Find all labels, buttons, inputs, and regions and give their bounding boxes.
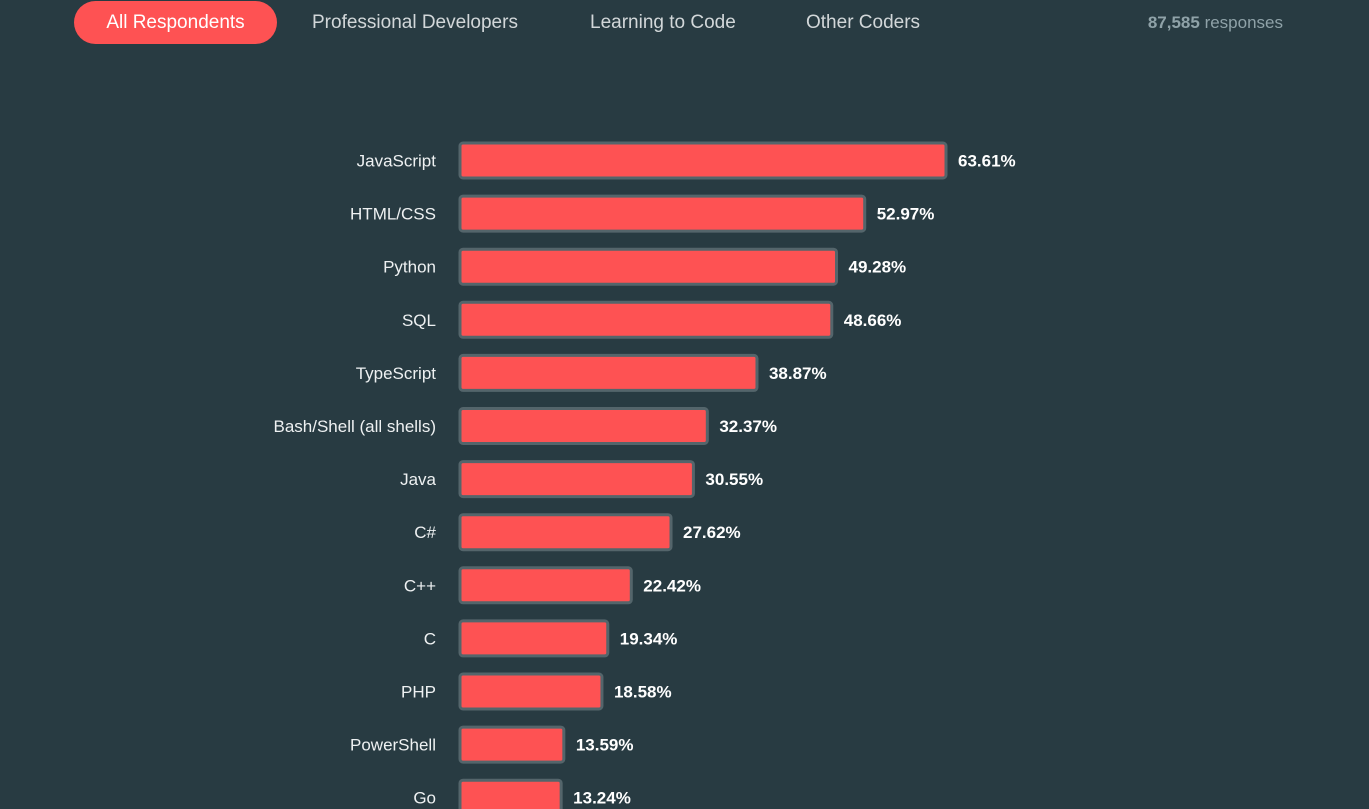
bar-bash-shell-all-shells bbox=[458, 407, 709, 445]
bar-c bbox=[458, 513, 673, 552]
value-label-c: 27.62% bbox=[683, 523, 741, 542]
value-label-powershell: 13.59% bbox=[576, 736, 634, 755]
category-label-java: Java bbox=[400, 470, 436, 489]
category-label-c: C bbox=[424, 629, 436, 648]
responses-label: responses bbox=[1204, 13, 1283, 32]
bar-java bbox=[458, 460, 695, 499]
bar-typescript bbox=[458, 353, 759, 392]
bar-php bbox=[458, 672, 604, 711]
category-label-powershell: PowerShell bbox=[350, 736, 436, 755]
bar-sql bbox=[458, 300, 834, 339]
category-label-go: Go bbox=[413, 789, 436, 808]
category-label-sql: SQL bbox=[402, 311, 436, 330]
value-label-sql: 48.66% bbox=[844, 311, 902, 330]
category-label-c: C# bbox=[414, 523, 436, 542]
responses-count: 87,585 responses bbox=[1148, 1, 1283, 44]
value-label-java: 30.55% bbox=[705, 470, 763, 489]
category-label-javascript: JavaScript bbox=[357, 152, 437, 171]
bar-c bbox=[458, 619, 610, 658]
value-label-html-css: 52.97% bbox=[877, 205, 935, 224]
tab-all-respondents[interactable]: All Respondents bbox=[74, 1, 277, 44]
bar-go bbox=[458, 778, 563, 809]
responses-number: 87,585 bbox=[1147, 13, 1200, 32]
category-label-bash-shell-all-shells: Bash/Shell (all shells) bbox=[273, 417, 436, 436]
bar-html-css bbox=[458, 194, 867, 233]
bar-c bbox=[458, 566, 633, 605]
value-label-bash-shell-all-shells: 32.37% bbox=[719, 417, 777, 436]
value-label-typescript: 38.87% bbox=[769, 364, 827, 383]
value-label-c: 19.34% bbox=[620, 629, 678, 648]
bar-javascript bbox=[458, 141, 948, 180]
value-label-python: 49.28% bbox=[849, 258, 907, 277]
value-label-php: 18.58% bbox=[614, 683, 672, 702]
category-label-html-css: HTML/CSS bbox=[350, 205, 436, 224]
respondent-tabs: All Respondents Professional Developers … bbox=[0, 0, 1369, 46]
tab-learning-to-code[interactable]: Learning to Code bbox=[590, 12, 736, 33]
tab-professional-developers[interactable]: Professional Developers bbox=[312, 12, 518, 33]
category-label-python: Python bbox=[383, 258, 436, 277]
category-label-typescript: TypeScript bbox=[356, 364, 437, 383]
value-label-c: 22.42% bbox=[643, 576, 701, 595]
value-label-go: 13.24% bbox=[573, 789, 631, 808]
bar-python bbox=[458, 247, 839, 286]
bar-powershell bbox=[458, 725, 566, 764]
category-label-c: C++ bbox=[404, 576, 436, 595]
value-label-javascript: 63.61% bbox=[958, 152, 1016, 171]
category-label-php: PHP bbox=[401, 683, 436, 702]
tab-other-coders[interactable]: Other Coders bbox=[806, 12, 921, 33]
